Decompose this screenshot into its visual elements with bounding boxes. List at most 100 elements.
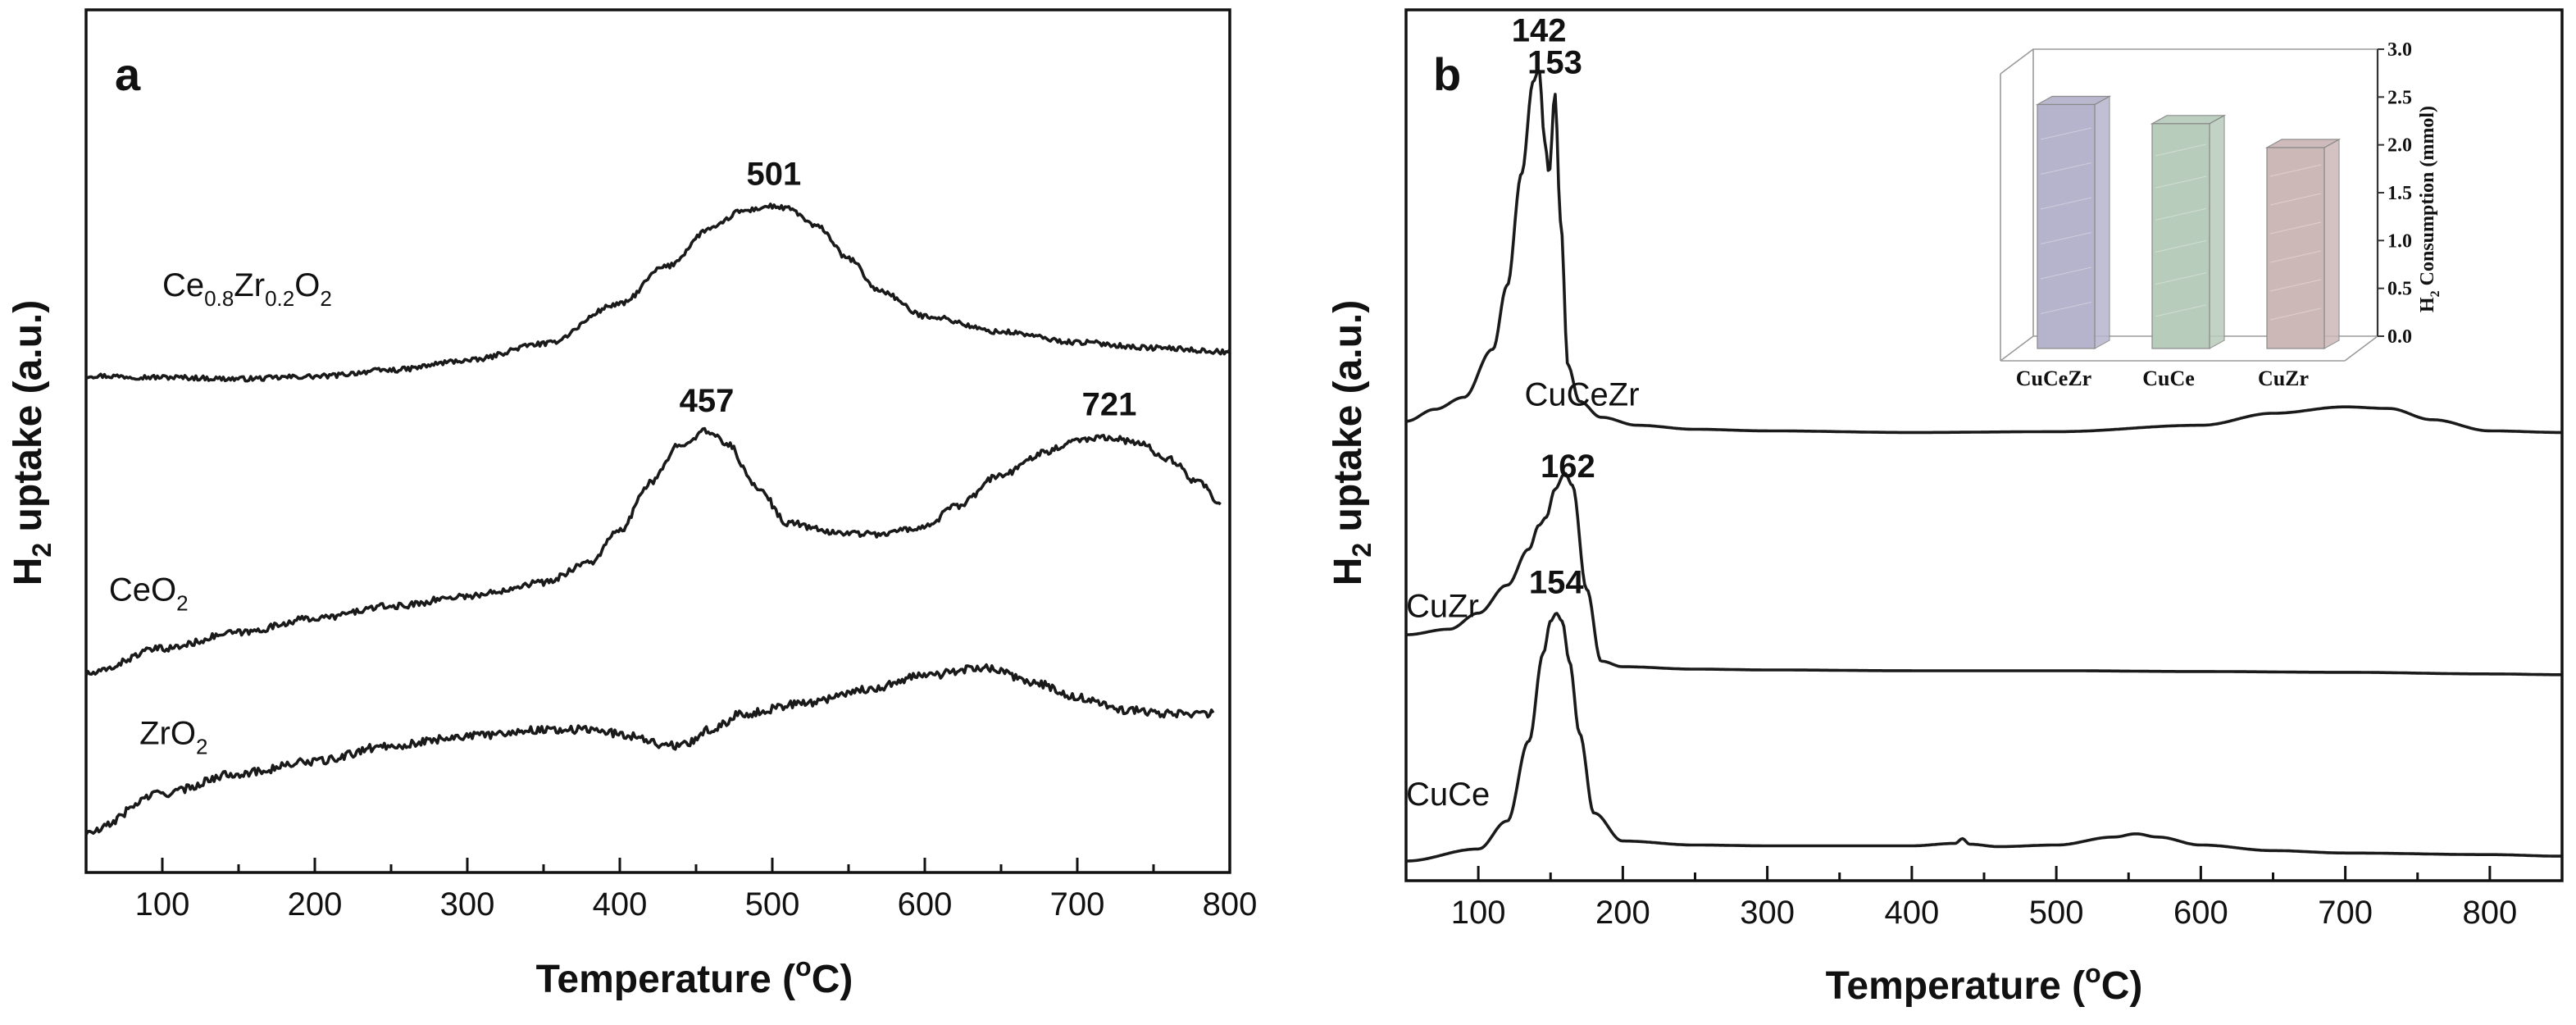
series-label-part: Zr xyxy=(234,267,265,303)
panel-a-x-axis-title-degree: o xyxy=(795,952,812,982)
x-tick-label-600: 600 xyxy=(898,886,953,922)
inset-bar-side-cuzr xyxy=(2323,138,2340,350)
panel-b-x-axis-title-part-1: Temperature ( xyxy=(1826,964,2086,1008)
x-tick-label-600: 600 xyxy=(2173,895,2228,931)
inset-bar-side-cuce xyxy=(2209,114,2225,350)
series-label-part: ZrO xyxy=(139,715,196,751)
panel-b-y-axis-title-sub: 2 xyxy=(1347,543,1377,558)
series-label-part: 2 xyxy=(196,734,207,758)
panel-b-x-axis-title-part-3: C) xyxy=(2101,964,2143,1008)
panel-b-y-axis-title-part-1: H xyxy=(1327,558,1370,586)
series-label-part: Ce xyxy=(162,267,204,303)
peak-label-153: 153 xyxy=(1527,45,1582,81)
panel-a: 100 200 300 400 500 600 700 800 Ce0.8Zr0.2O2CeO… xyxy=(7,8,1258,1001)
inset-y-tick-label-1-0: 1.0 xyxy=(2387,230,2412,252)
inset-bar-cucezr xyxy=(2037,103,2096,349)
panel-a-x-axis-title-part-3: C) xyxy=(812,958,853,1001)
inset-y-axis-title: H2 Consumption (mmol) xyxy=(2417,106,2442,312)
series-label-part: 2 xyxy=(320,286,331,311)
inset-bar-texture-line xyxy=(2040,302,2092,314)
inset-y-axis-title-sub: 2 xyxy=(2428,290,2442,297)
x-tick-label-200: 200 xyxy=(1595,895,1650,931)
inset-bar-cuzr xyxy=(2266,147,2325,349)
panel-a-x-axis-title-part-1: Temperature ( xyxy=(536,958,796,1001)
inset-y-ticks: 0.0 0.5 1.0 1.5 2.0 2.5 3.0 xyxy=(2378,39,2412,348)
panel-a-y-axis-title: H2 uptake (a.u.) xyxy=(7,300,57,586)
inset-bar-texture-line xyxy=(2155,240,2207,253)
series-line-cuzr xyxy=(1405,472,2561,676)
series-line-cuce xyxy=(1406,612,2561,863)
panel-a-y-axis-title-part-1: H xyxy=(7,558,50,586)
inset-category-labels: CuCeZr CuCe CuZr xyxy=(2016,367,2309,390)
inset-bars xyxy=(2035,95,2342,350)
inset-bar-texture-line xyxy=(2155,304,2207,317)
panel-b-x-axis-title: Temperature (oC) xyxy=(1826,959,2143,1008)
inset-top-left-edge xyxy=(2000,48,2034,75)
x-tick-label-300: 300 xyxy=(1740,895,1795,931)
inset-y-tick-label-2-0: 2.0 xyxy=(2387,135,2412,157)
peak-label-142: 142 xyxy=(1512,13,1567,49)
series-label-part: 2 xyxy=(176,591,188,616)
x-tick-label-700: 700 xyxy=(1050,886,1105,922)
inset-bar-side-cucezr xyxy=(2094,95,2110,350)
series-label-cuce: CuCe xyxy=(1406,777,1490,813)
series-label-part: CeO xyxy=(109,572,176,608)
panel-b-y-axis-title: H2 uptake (a.u.) xyxy=(1327,300,1377,586)
inset-bar-texture-line xyxy=(2040,232,2092,244)
panel-b-curves xyxy=(1405,69,2561,863)
panel-a-y-axis-title-part-3: uptake (a.u.) xyxy=(7,300,50,543)
inset-bar-texture-line xyxy=(2040,162,2092,175)
series-label-zro2: ZrO2 xyxy=(139,715,207,758)
inset-bar-texture-line xyxy=(2269,250,2322,263)
inset-bar-texture-line xyxy=(2269,164,2322,177)
series-label-ceo2: CeO2 xyxy=(109,572,189,616)
inset-bar-texture-line xyxy=(2155,144,2207,157)
series-label-ce0-8zr0-2o2: Ce0.8Zr0.2O2 xyxy=(162,267,332,311)
inset-y-axis-title-part-3: Consumption (mmol) xyxy=(2417,106,2438,290)
x-tick-label-500: 500 xyxy=(2029,895,2084,931)
peak-label-162: 162 xyxy=(1541,449,1595,485)
series-label-part: 0.2 xyxy=(265,286,294,311)
series-label-part: O xyxy=(294,267,320,303)
x-tick-label-100: 100 xyxy=(1451,895,1506,931)
inset-bar-texture-line xyxy=(2040,266,2092,280)
x-tick-label-400: 400 xyxy=(593,886,648,922)
x-tick-label-200: 200 xyxy=(288,886,343,922)
panel-a-x-ticks: 100 200 300 400 500 600 700 800 xyxy=(84,858,1258,922)
panel-b: 100 200 300 400 500 600 700 800 CuCeZrCuZrCuCe … xyxy=(1327,8,2564,1008)
x-tick-label-700: 700 xyxy=(2318,895,2373,931)
x-tick-label-100: 100 xyxy=(135,886,190,922)
x-tick-label-800: 800 xyxy=(1203,886,1258,922)
inset-y-tick-label-3-0: 3.0 xyxy=(2387,39,2412,61)
panel-a-letter: a xyxy=(115,48,141,100)
inset-y-tick-label-2-5: 2.5 xyxy=(2387,87,2412,108)
inset-bar-cuce xyxy=(2151,123,2210,349)
inset-y-axis-title-part-1: H xyxy=(2417,297,2438,312)
panel-a-y-axis-title-sub: 2 xyxy=(27,543,57,558)
panel-b-series-labels: CuCeZr CuZr CuCe xyxy=(1406,376,1640,813)
peak-label-457: 457 xyxy=(680,383,735,419)
series-label-part: CuZr xyxy=(1406,589,1479,625)
series-label-part: CuCe xyxy=(1406,777,1490,813)
inset-bar-texture-line xyxy=(2155,272,2207,285)
inset-bar-chart: 0.0 0.5 1.0 1.5 2.0 2.5 3.0 CuCeZr CuCe CuZr H2 … xyxy=(2000,39,2442,390)
series-label-part: 0.8 xyxy=(204,286,234,311)
series-line-cucezr xyxy=(1405,69,2561,435)
panel-a-plot-frame xyxy=(84,8,1231,874)
x-tick-label-300: 300 xyxy=(440,886,495,922)
x-tick-label-500: 500 xyxy=(745,886,800,922)
inset-category-label-cuce: CuCe xyxy=(2142,367,2195,390)
inset-y-tick-label-0-5: 0.5 xyxy=(2387,279,2412,300)
x-tick-label-400: 400 xyxy=(1885,895,1940,931)
inset-bar-texture-line xyxy=(2269,308,2322,321)
inset-bar-texture-line xyxy=(2040,197,2092,210)
inset-bar-texture-line xyxy=(2155,207,2207,221)
inset-bar-texture-line xyxy=(2269,221,2322,235)
inset-floor-right-edge xyxy=(2344,335,2378,362)
inset-bar-texture-line xyxy=(2269,279,2322,292)
peak-label-501: 501 xyxy=(746,156,801,192)
inset-category-label-cuzr: CuZr xyxy=(2258,367,2309,390)
